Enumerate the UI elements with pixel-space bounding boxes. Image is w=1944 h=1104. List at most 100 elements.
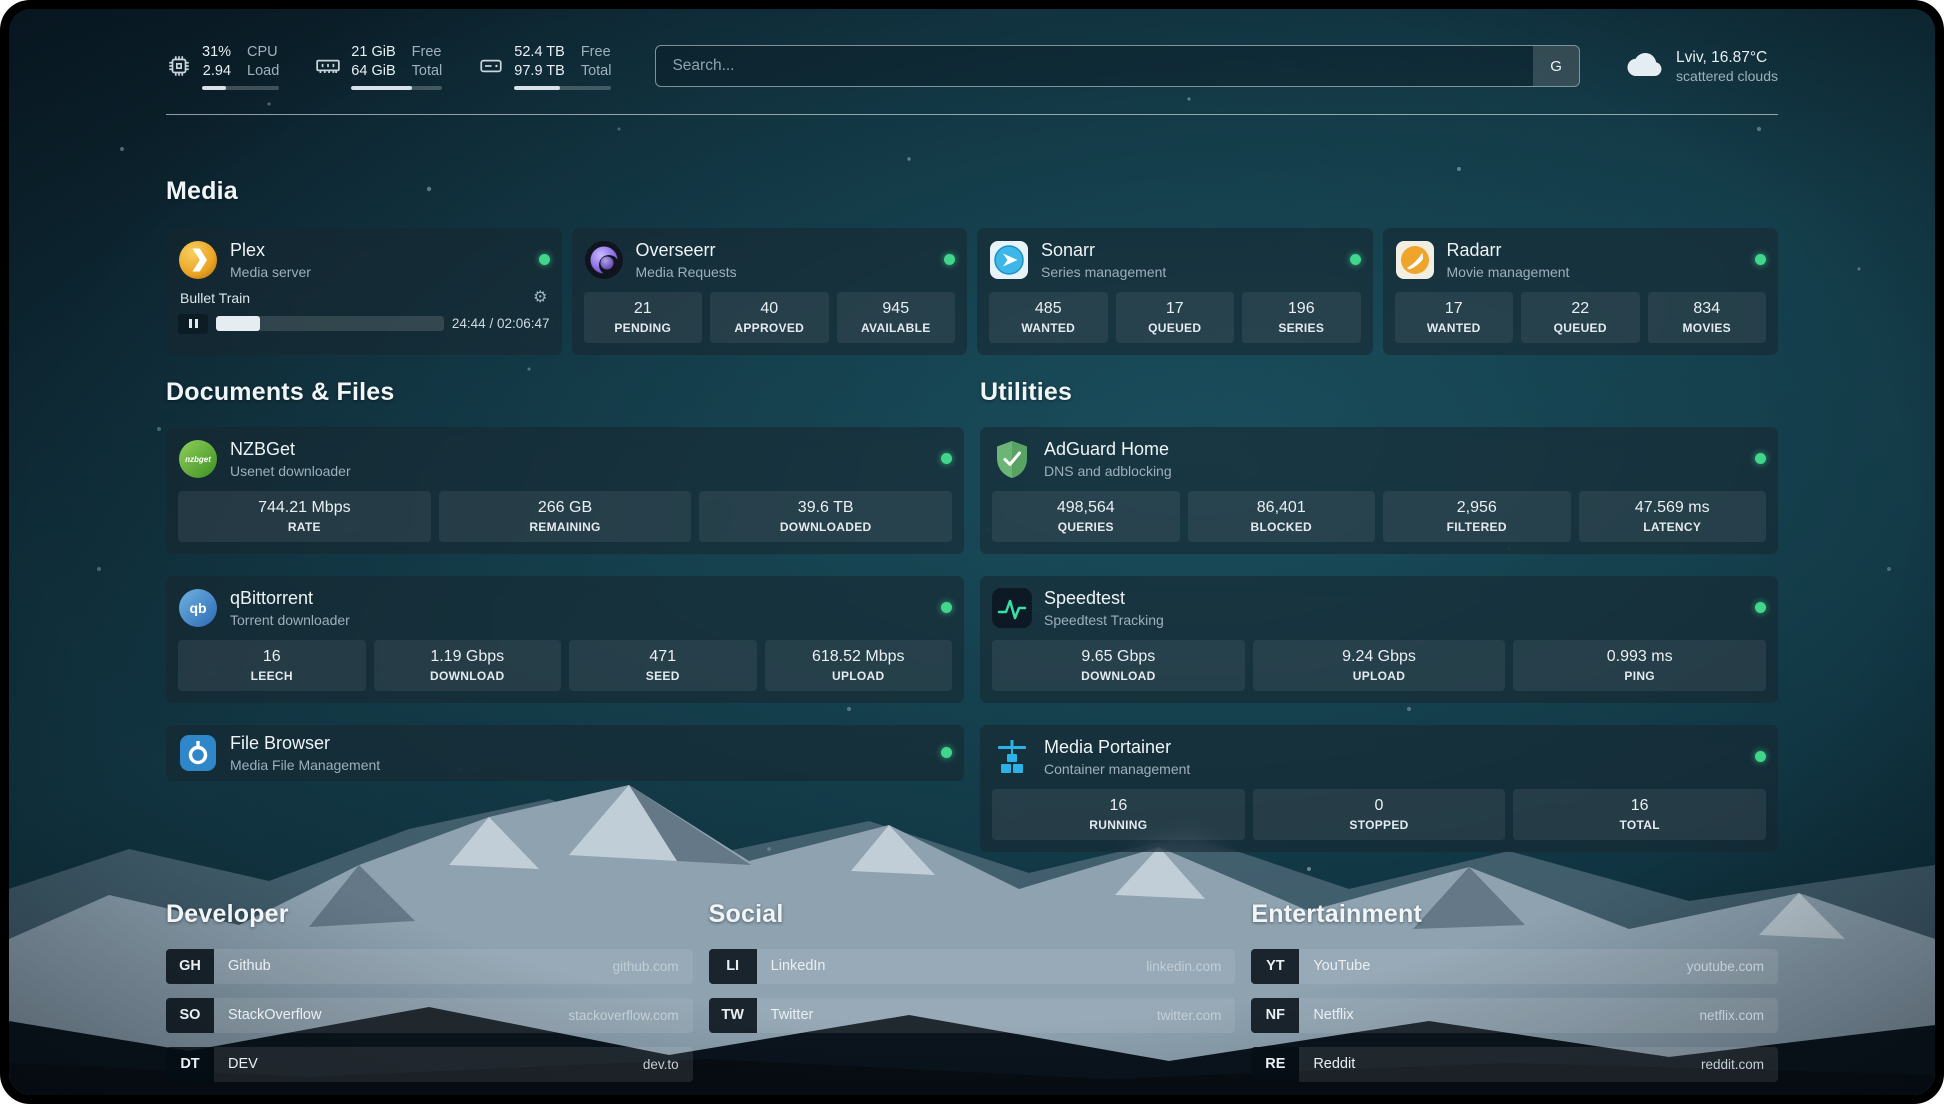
portainer-crane-icon [992,737,1032,777]
cpu-widget: 31% 2.94 CPU Load [166,43,280,90]
adguard-shield-icon [992,439,1032,479]
bookmarks-entertainment: Entertainment YT YouTube youtube.com NF … [1251,900,1778,1082]
stat-label: REMAINING [529,519,601,534]
status-indicator [941,453,952,465]
bookmark-url: dev.to [642,1056,679,1072]
bookmark-netflix[interactable]: NF Netflix netflix.com [1251,997,1778,1033]
stat-label: WANTED [1021,320,1076,335]
search-bar[interactable]: G [655,45,1581,88]
stat-box: 0.993 ms PING [1513,639,1767,691]
service-card-plex[interactable]: Plex Media server Bullet Train ⚙ 24:44 /… [166,227,562,355]
stat-label: PENDING [614,320,672,335]
bookmark-url: reddit.com [1700,1056,1764,1072]
bookmark-abbr: DT [166,1046,214,1082]
stat-box: 196 SERIES [1242,291,1361,343]
service-card-portainer[interactable]: Media Portainer Container management 16 … [980,724,1778,852]
stat-box: 2,956 FILTERED [1383,490,1571,542]
service-card-nzbget[interactable]: nzbget NZBGet Usenet downloader 74 [166,426,964,554]
service-card-radarr[interactable]: Radarr Movie management 17 WANTED 22 QUE… [1382,227,1778,355]
stat-label: DOWNLOADED [779,519,872,534]
stat-box: 39.6 TB DOWNLOADED [699,490,953,542]
svg-text:qb: qb [189,600,206,616]
bookmark-github[interactable]: GH Github github.com [166,948,693,984]
section-title-social: Social [708,899,784,928]
dashboard-frame: 31% 2.94 CPU Load [9,9,1935,1095]
service-description: Speedtest Tracking [1044,611,1164,628]
stat-box: 21 PENDING [583,291,702,343]
stat-box: 17 WANTED [1394,291,1513,343]
bookmark-twitter[interactable]: TW Twitter twitter.com [708,997,1236,1033]
service-card-filebrowser[interactable]: File Browser Media File Management [166,724,964,781]
section-title-utilities: Utilities [980,377,1073,406]
stat-label: RATE [287,519,321,534]
stat-label: TOTAL [1619,817,1660,832]
bookmark-youtube[interactable]: YT YouTube youtube.com [1251,948,1778,984]
bookmark-reddit[interactable]: RE Reddit reddit.com [1251,1046,1778,1082]
memory-total-value: 64 GiB [351,62,396,79]
service-name: Plex [230,239,266,260]
bookmark-abbr: RE [1251,1046,1300,1082]
disk-total-label: Total [580,62,612,79]
memory-widget: 21 GiB 64 GiB Free Total [315,43,443,90]
gear-icon[interactable]: ⚙ [533,288,548,306]
plex-icon [178,240,218,280]
search-provider-button[interactable]: G [1533,46,1580,87]
bookmark-dev[interactable]: DT DEV dev.to [166,1046,693,1082]
bookmark-abbr: YT [1251,948,1300,984]
bookmark-url: netflix.com [1699,1007,1764,1023]
overseerr-icon [584,240,624,280]
service-description: Media server [230,263,311,280]
stat-label: LEECH [250,668,293,683]
svg-text:nzbget: nzbget [185,455,211,464]
bookmark-name: Github [228,958,271,975]
cpu-progress-bar [202,85,280,90]
service-description: Movie management [1446,263,1570,280]
service-card-speedtest[interactable]: Speedtest Speedtest Tracking 9.65 Gbps D… [980,575,1778,703]
stat-value: 17 [1165,299,1184,317]
bookmark-linkedin[interactable]: LI LinkedIn linkedin.com [708,948,1236,984]
bookmark-name: YouTube [1313,958,1371,975]
section-title-media: Media [166,176,238,205]
stat-label: RUNNING [1089,817,1148,832]
stat-box: 834 MOVIES [1647,291,1766,343]
service-description: Series management [1041,263,1167,280]
service-description: Container management [1044,760,1191,777]
service-card-sonarr[interactable]: Sonarr Series management 485 WANTED 17 Q… [977,227,1373,355]
bookmark-name: StackOverflow [228,1007,322,1024]
status-indicator [1755,602,1766,614]
memory-free-label: Free [411,44,442,60]
stat-value: 0 [1374,796,1384,814]
bookmarks-social: Social LI LinkedIn linkedin.com TW Twitt… [708,899,1236,1082]
stat-value: 40 [760,299,779,317]
load-label: Load [247,62,280,79]
stat-label: PING [1624,668,1655,683]
stat-box: 266 GB REMAINING [438,490,692,542]
cpu-load-value: 2.94 [202,62,232,79]
stat-value: 16 [262,647,281,665]
cpu-icon [166,53,192,79]
stat-value: 834 [1693,299,1721,317]
pause-button[interactable] [178,313,208,334]
search-input[interactable] [656,46,1534,87]
bookmark-stackoverflow[interactable]: SO StackOverflow stackoverflow.com [166,997,693,1033]
service-name: NZBGet [230,438,296,459]
disk-widget: 52.4 TB 97.9 TB Free Total [478,43,612,90]
section-title-documents: Documents & Files [166,377,395,406]
stat-label: QUEUED [1553,320,1607,335]
stat-label: MOVIES [1682,320,1731,335]
bookmark-name: DEV [228,1056,258,1073]
stat-value: 196 [1287,299,1315,317]
stat-value: 16 [1109,796,1128,814]
playback-progress-fill [216,316,261,332]
weather-widget: Lviv, 16.87°C scattered clouds [1624,49,1778,84]
stat-value: 17 [1444,299,1463,317]
bookmark-url: stackoverflow.com [568,1007,679,1023]
weather-condition: scattered clouds [1676,67,1778,84]
playback-progress-bar[interactable] [216,316,444,332]
service-card-qbittorrent[interactable]: qb qBittorrent Torrent downloader [166,575,964,703]
service-card-overseerr[interactable]: Overseerr Media Requests 21 PENDING 40 A… [571,227,967,355]
stat-value: 485 [1034,299,1062,317]
service-card-adguard[interactable]: AdGuard Home DNS and adblocking 498,564 … [980,426,1778,554]
service-name: Media Portainer [1044,736,1172,757]
disk-total-value: 97.9 TB [514,62,565,79]
